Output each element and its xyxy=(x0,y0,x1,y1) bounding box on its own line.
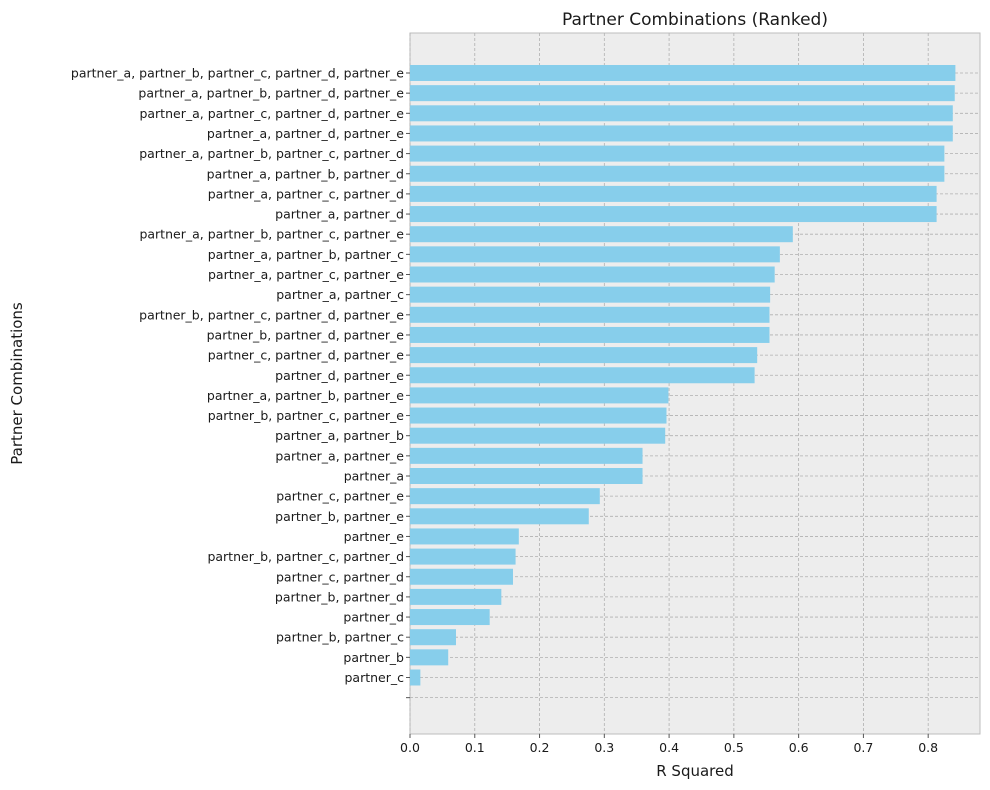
bar xyxy=(410,105,953,122)
y-tick-label: partner_a, partner_b, partner_c, partner… xyxy=(71,66,404,81)
x-tick-label: 0.6 xyxy=(789,740,809,755)
x-tick-label: 0.4 xyxy=(659,740,679,755)
bar xyxy=(410,85,955,102)
y-tick-label: partner_e xyxy=(344,529,405,544)
bar xyxy=(410,145,945,162)
bar xyxy=(410,387,669,404)
bar xyxy=(410,548,516,565)
y-tick-label: partner_b, partner_d, partner_e xyxy=(207,327,405,342)
bar xyxy=(410,326,770,343)
y-tick-label: partner_a, partner_d, partner_e xyxy=(207,126,404,141)
x-tick-label: 0.3 xyxy=(594,740,614,755)
y-tick-label: partner_a, partner_b, partner_d, partner… xyxy=(138,86,404,101)
bar xyxy=(410,266,775,283)
bar xyxy=(410,528,519,545)
y-tick-label: partner_a, partner_b, partner_c, partner… xyxy=(139,227,404,242)
x-tick-label: 0.8 xyxy=(918,740,938,755)
bar xyxy=(410,468,643,484)
bar xyxy=(410,246,780,263)
bar xyxy=(410,588,502,605)
y-tick-label: partner_a, partner_c, partner_d, partner… xyxy=(139,106,404,121)
bar xyxy=(410,226,793,243)
x-axis-label: R Squared xyxy=(656,762,734,780)
y-tick-label: partner_c xyxy=(344,670,404,685)
y-tick-label: partner_b, partner_c, partner_d, partner… xyxy=(139,307,404,322)
y-tick-label: partner_a, partner_b xyxy=(275,428,404,443)
bar xyxy=(410,669,421,686)
bar xyxy=(410,206,937,223)
y-tick-label: partner_c, partner_e xyxy=(276,489,404,504)
bar xyxy=(410,629,456,646)
bar xyxy=(410,185,937,202)
y-tick-label: partner_b, partner_d xyxy=(275,589,404,604)
bar xyxy=(410,508,589,525)
bar xyxy=(410,447,643,464)
x-tick-label: 0.1 xyxy=(465,740,485,755)
bar xyxy=(410,649,449,666)
y-tick-label: partner_a, partner_b, partner_e xyxy=(207,388,404,403)
bar xyxy=(410,407,667,424)
y-tick-label: partner_a, partner_b, partner_c xyxy=(208,247,404,262)
y-tick-label: partner_d xyxy=(343,610,404,625)
y-tick-label: partner_b xyxy=(343,650,404,665)
bar xyxy=(410,347,758,364)
bars-group xyxy=(410,65,956,686)
bar xyxy=(410,65,956,81)
y-tick-label: partner_c, partner_d, partner_e xyxy=(208,348,405,363)
bar xyxy=(410,367,755,384)
bar xyxy=(410,125,953,142)
x-tick-label: 0.7 xyxy=(853,740,873,755)
y-tick-label: partner_a, partner_d xyxy=(275,207,404,222)
y-tick-label: partner_b, partner_c, partner_d xyxy=(207,549,404,564)
x-tick-label: 0.5 xyxy=(724,740,744,755)
chart-title: Partner Combinations (Ranked) xyxy=(562,10,828,30)
y-tick-label: partner_a, partner_c, partner_e xyxy=(208,267,404,282)
y-tick-label: partner_a, partner_e xyxy=(275,448,404,463)
y-tick-label: partner_a, partner_b, partner_d xyxy=(207,166,404,181)
bar xyxy=(410,427,666,444)
y-tick-label: partner_b, partner_c, partner_e xyxy=(208,408,405,423)
y-tick-label: partner_a, partner_c xyxy=(276,287,404,302)
y-tick-label: partner_b, partner_e xyxy=(275,509,404,524)
y-tick-label: partner_d, partner_e xyxy=(275,368,404,383)
y-tick-label: partner_c, partner_d xyxy=(276,569,404,584)
y-tick-label: partner_b, partner_c xyxy=(276,630,404,645)
bar xyxy=(410,488,600,505)
y-axis-label: Partner Combinations xyxy=(8,302,26,465)
y-tick-label: partner_a, partner_c, partner_d xyxy=(208,186,404,201)
y-tick-label: partner_a xyxy=(344,469,404,484)
x-tick-labels: 0.0 0.1 0.2 0.3 0.4 0.5 0.6 0.7 0.8 xyxy=(400,734,938,755)
bar xyxy=(410,165,945,182)
x-tick-label: 0.2 xyxy=(530,740,550,755)
y-tick-labels: partner_a, partner_b, partner_c, partner… xyxy=(71,66,410,699)
bar xyxy=(410,306,770,323)
bar xyxy=(410,286,771,303)
bar xyxy=(410,568,513,585)
y-tick-label: partner_a, partner_b, partner_c, partner… xyxy=(139,146,404,161)
bar xyxy=(410,609,490,626)
x-tick-label: 0.0 xyxy=(400,740,420,755)
